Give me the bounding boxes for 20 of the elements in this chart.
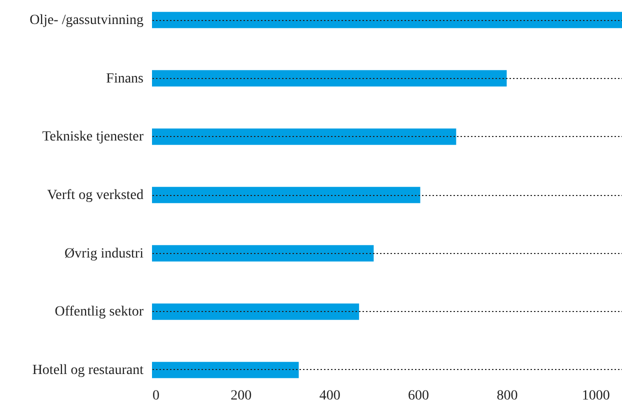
x-tick-label: 0 (152, 388, 160, 403)
y-tick-label: Hotell og restaurant (32, 362, 144, 378)
bar (152, 186, 420, 204)
bar (152, 128, 456, 145)
x-tick-label: 600 (408, 388, 430, 403)
y-tick-label: Øvrig industri (64, 246, 144, 262)
bar (152, 303, 360, 320)
bar (152, 362, 299, 378)
x-tick-label: 800 (496, 388, 518, 403)
y-tick-label: Finans (106, 71, 144, 86)
y-tick-label: Tekniske tjenester (42, 130, 144, 145)
y-tick-label: Verft og verksted (47, 188, 144, 203)
bar (152, 70, 507, 87)
x-tick-label: 400 (319, 388, 340, 403)
y-tick-label: Offentlig sektor (54, 304, 144, 320)
x-tick-label: 200 (230, 388, 252, 403)
bar (152, 245, 374, 262)
bar (152, 12, 622, 28)
y-tick-label: Olje- /gassutvinning (30, 13, 144, 28)
x-tick-label: 1000 (582, 388, 610, 403)
